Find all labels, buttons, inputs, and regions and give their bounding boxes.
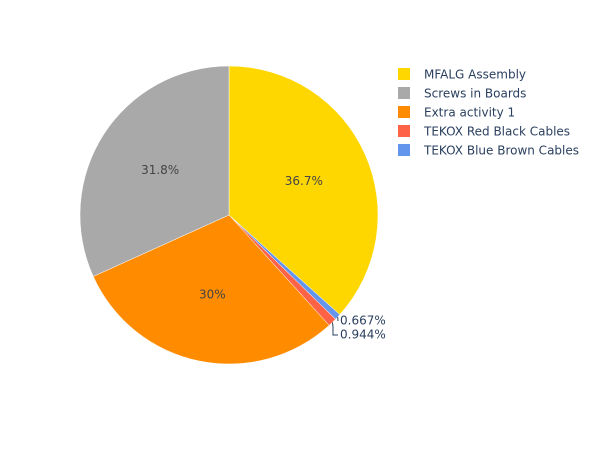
legend-label-extra-activity-1: Extra activity 1 <box>424 106 515 120</box>
slice-percent-label-tekox-blue-brown-cables: 0.667% <box>340 314 386 328</box>
legend-swatch-tekox-red-black-cables <box>398 125 410 137</box>
pie-slices <box>79 65 379 365</box>
slice-outside-label-tekox-red-black-cables: 0.944% <box>331 322 386 342</box>
legend-label-mfalg-assembly: MFALG Assembly <box>424 68 526 82</box>
leader-line-tekox-red-black-cables <box>331 322 338 336</box>
pie-slice-mfalg-assembly[interactable] <box>228 65 379 316</box>
slice-percent-label-screws-in-boards: 31.8% <box>141 163 179 177</box>
pie-slice-screws-in-boards[interactable] <box>79 65 230 277</box>
legend[interactable]: MFALG Assembly Screws in Boards Extra acti… <box>398 68 579 158</box>
slice-percent-label-tekox-red-black-cables: 0.944% <box>340 328 386 342</box>
slice-percent-label-extra-activity-1: 30% <box>199 288 226 302</box>
legend-swatch-screws-in-boards <box>398 87 410 99</box>
legend-label-tekox-blue-brown-cables: TEKOX Blue Brown Cables <box>423 144 579 158</box>
pie-slice-labels: 36.7% 30% 31.8% 0.667%0.944% <box>141 163 386 341</box>
pie-slice-extra-activity-1[interactable] <box>92 214 330 365</box>
legend-swatch-extra-activity-1 <box>398 106 410 118</box>
legend-item-tekox-red-black-cables[interactable]: TEKOX Red Black Cables <box>398 125 570 139</box>
legend-label-tekox-red-black-cables: TEKOX Red Black Cables <box>423 125 570 139</box>
slice-outside-label-tekox-blue-brown-cables: 0.667% <box>337 314 386 328</box>
legend-swatch-tekox-blue-brown-cables <box>398 144 410 156</box>
slice-percent-label-mfalg-assembly: 36.7% <box>285 174 323 188</box>
legend-label-screws-in-boards: Screws in Boards <box>424 87 526 101</box>
legend-swatch-mfalg-assembly <box>398 68 410 80</box>
legend-item-extra-activity-1[interactable]: Extra activity 1 <box>398 106 515 120</box>
legend-item-mfalg-assembly[interactable]: MFALG Assembly <box>398 68 526 82</box>
legend-item-tekox-blue-brown-cables[interactable]: TEKOX Blue Brown Cables <box>398 144 579 158</box>
legend-item-screws-in-boards[interactable]: Screws in Boards <box>398 87 526 101</box>
